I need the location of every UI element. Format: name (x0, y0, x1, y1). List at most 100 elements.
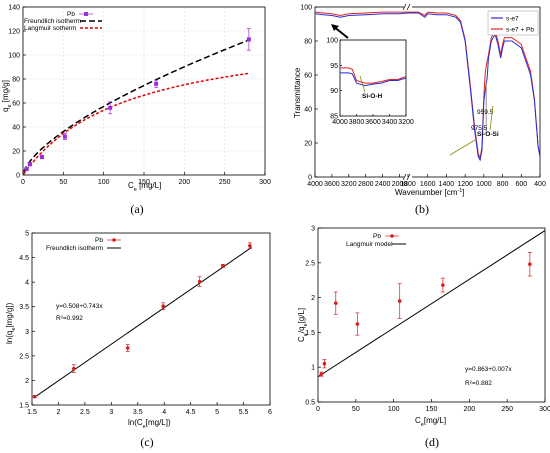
panel-c-y-tick-label-5: 4 (25, 280, 29, 287)
panel-a-legend-langmuir: Langmuir sotherm (24, 25, 76, 32)
panel-c-fit-line (34, 247, 252, 398)
panel-c-legend-pb: Pb (95, 237, 103, 244)
panel-c-x-tick-label-3: 3 (109, 409, 113, 416)
panel-b-legend-se7pb: s-e7 + Pb (506, 27, 534, 34)
panel-c-point-1 (71, 364, 76, 373)
panel-c-y-tick-label-3: 3 (25, 329, 29, 336)
panel-a-langmuir-curve (23, 72, 249, 175)
panel-a-x-axis-label: Ce [mg/L] (128, 181, 161, 193)
panel-d-plot-frame (317, 227, 546, 403)
panel-a-x-tick-label-4: 200 (178, 179, 190, 186)
panel-a-point-4 (108, 101, 113, 115)
panel-d-x-tick-label-2: 100 (388, 406, 400, 413)
panel-c-legend-freundlich: Freundlich isotherm (46, 245, 103, 252)
panel-a-x-tick-label-6: 300 (259, 179, 271, 186)
panel-a-y-tick-label-0: 0 (16, 173, 20, 180)
panel-b-x-axis-label: Wavenumber [cm-1] (395, 188, 465, 197)
panel-d-r2: R²=0.882 (465, 380, 492, 387)
panel-b-inset-y-tick-label-3: 100 (326, 38, 338, 45)
panel-b-annotation-siosi: Si-O-Si (477, 131, 499, 138)
panel-b-legend-se7: s-e7 (506, 16, 519, 23)
panel-a-y-tick-label-7: 140 (8, 5, 20, 12)
panel-a-y-tick-label-6: 120 (8, 29, 20, 36)
panel-a-point-1 (27, 162, 32, 167)
panel-a-point-3 (62, 133, 67, 140)
panel-d-x-tick-label-5: 250 (501, 406, 513, 413)
panel-c-x-tick-label-0: 1.5 (27, 409, 37, 416)
panel-c-x-tick-label-6: 4.5 (186, 409, 196, 416)
panel-c-x-tick-label-5: 4 (162, 409, 166, 416)
panel-c-y-tick-label-6: 4.5 (19, 255, 29, 262)
panel-a-x-tick-label-3: 150 (138, 179, 150, 186)
panel-c-y-axis-label: ln(qe[mg/g]) (5, 302, 17, 344)
panel-b-inset-x-tick-label-4: 3200 (398, 119, 414, 126)
panel-c-r2: R²=0.992 (56, 315, 83, 322)
panel-d-y-tick-label-0: 0.5 (305, 400, 315, 407)
panel-c-y-tick-label-1: 2 (25, 378, 29, 385)
panel-b-x-tick-label-13: 400 (534, 181, 546, 188)
panel-b-x-tick-label-12: 600 (515, 181, 527, 188)
panel-a-legend-freundlich: Freundlich isotherm (24, 18, 81, 25)
panel-c-x-tick-label-1: 2 (56, 409, 60, 416)
panel-d-x-tick-label-0: 0 (316, 406, 320, 413)
panel-a-x-tick-label-5: 250 (219, 179, 231, 186)
panel-c-point-0 (32, 394, 37, 399)
panel-c-point-2 (125, 344, 130, 352)
panel-b-annotation-sioh: Si-O-H (362, 93, 383, 100)
panel-c-point-5 (220, 264, 225, 268)
panel-d-legend-langmuir: Langmuir model (346, 241, 393, 248)
panel-b-x-tick-label-0: 4000 (307, 181, 323, 188)
panel-b-series-se7 (314, 12, 541, 162)
panel-c-x-tick-label-9: 6 (268, 409, 272, 416)
panel-c-y-tick-label-4: 3.5 (19, 304, 29, 311)
panel-b-peak-label-1: 975.5 (471, 125, 488, 132)
panel-d-point-4 (397, 283, 402, 319)
panel-d-x-tick-label-1: 50 (352, 406, 360, 413)
panel-d-point-3 (355, 312, 360, 336)
panel-c-x-tick-label-2: 2.5 (80, 409, 90, 416)
panel-c-x-tick-label-4: 3.5 (133, 409, 143, 416)
panel-d-point-6 (527, 252, 532, 277)
panel-d-caption: (d) (425, 435, 439, 449)
panel-d-y-tick-label-5: 3 (311, 226, 315, 233)
panel-a-caption: (a) (130, 202, 143, 216)
panel-b-y-axis-label: Transmittance (293, 67, 302, 118)
panel-a-point-5 (154, 79, 159, 88)
panel-a-y-tick-label-3: 60 (12, 101, 20, 108)
panel-d-point-1 (322, 359, 327, 369)
panel-d-point-2 (333, 291, 338, 315)
panel-b-inset-y-tick-label-2: 95 (330, 63, 338, 70)
panel-a-point-0 (24, 166, 29, 172)
panel-b-caption: (b) (415, 202, 429, 216)
panel-b-y-tick-label-5: 100 (300, 5, 312, 12)
panel-c-caption: (c) (140, 435, 153, 449)
panel-d-y-tick-label-3: 2 (311, 295, 315, 302)
panel-c-y-tick-label-2: 2.5 (19, 353, 29, 360)
panel-b-x-tick-label-5: 2000 (392, 181, 408, 188)
panel-c-plot-frame (31, 232, 271, 406)
panel-b-x-tick-label-2: 3200 (341, 181, 357, 188)
panel-d-point-0 (319, 371, 324, 377)
panel-d-y-tick-label-4: 2.5 (305, 260, 315, 267)
panel-d-x-tick-label-4: 200 (463, 406, 475, 413)
panel-b-y-tick-label-4: 80 (304, 39, 312, 46)
panel-a-legend-pb-marker (84, 12, 88, 16)
panel-a-y-tick-label-1: 20 (12, 149, 20, 156)
panel-b-x-tick-label-1: 3600 (324, 181, 340, 188)
panel-a-legend-pb: Pb (67, 11, 75, 18)
panel-b-x-tick-label-8: 1400 (439, 181, 455, 188)
panel-a-x-tick-label-1: 50 (59, 179, 67, 186)
panel-d-point-5 (440, 277, 445, 293)
panel-d-x-tick-label-3: 150 (426, 406, 438, 413)
panel-c-y-tick-label-0: 1.5 (19, 403, 29, 410)
panel-b-peak-label-2: 959.5 (477, 109, 494, 116)
panel-b-y-tick-label-2: 40 (304, 107, 312, 114)
panel-a-point-6 (246, 28, 251, 51)
panel-d-x-tick-label-6: 300 (539, 406, 550, 413)
panel-a: 0 50 100 150 200 250 300 0 20 40 60 80 100 120 140 PbFr… (1, 5, 271, 217)
panel-b-legend (487, 10, 539, 36)
panel-b-inset-x-tick-label-1: 3800 (349, 119, 365, 126)
